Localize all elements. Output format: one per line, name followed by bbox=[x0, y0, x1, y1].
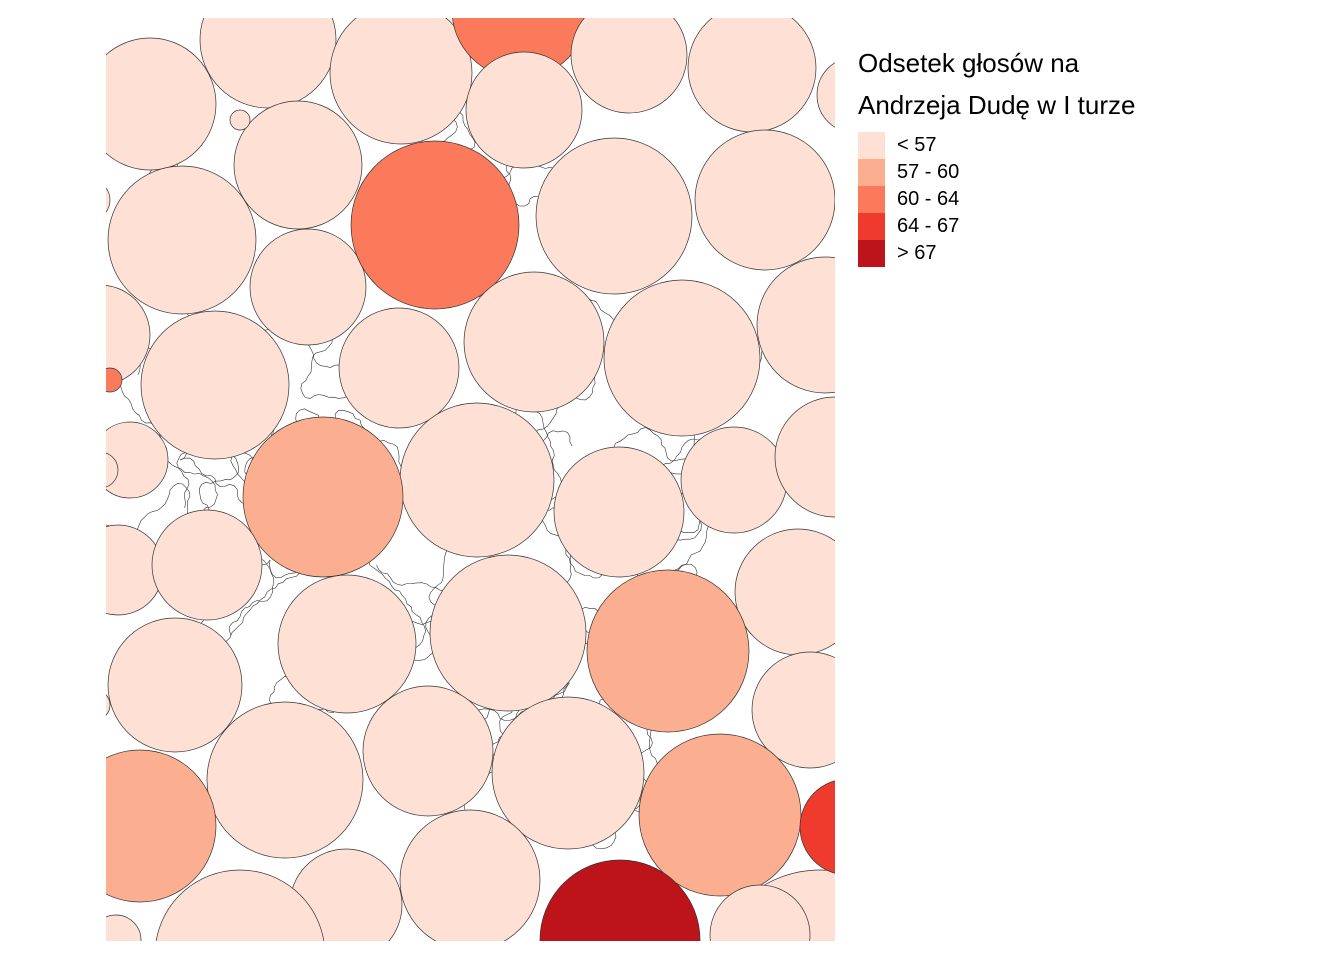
district-circle bbox=[155, 869, 325, 941]
legend-items: < 57 57 - 60 60 - 64 64 - 67 > 67 bbox=[858, 132, 1135, 267]
legend-title-line1: Odsetek głosów na bbox=[858, 48, 1080, 78]
district-circle bbox=[106, 749, 217, 903]
legend-label: 60 - 64 bbox=[897, 188, 960, 210]
district-circle bbox=[106, 37, 217, 171]
legend-swatch bbox=[858, 159, 885, 186]
district-circle bbox=[603, 279, 761, 437]
district-circle bbox=[756, 256, 835, 394]
district-circle bbox=[553, 446, 685, 578]
legend: Odsetek głosów na Andrzeja Dudę w I turz… bbox=[858, 42, 1135, 267]
legend-label: 64 - 67 bbox=[897, 215, 960, 237]
legend-item: < 57 bbox=[858, 132, 1135, 159]
district-circle bbox=[586, 569, 750, 733]
legend-swatch bbox=[858, 213, 885, 240]
legend-item: 57 - 60 bbox=[858, 159, 1135, 186]
district-circle bbox=[106, 524, 164, 616]
district-circle bbox=[249, 228, 367, 346]
district-circle bbox=[277, 574, 417, 714]
legend-item: > 67 bbox=[858, 240, 1135, 267]
legend-item: 60 - 64 bbox=[858, 186, 1135, 213]
legend-swatch bbox=[858, 186, 885, 213]
district-border bbox=[106, 483, 191, 533]
district-circles bbox=[55, 18, 960, 941]
district-circle bbox=[106, 694, 111, 716]
district-circle bbox=[570, 18, 688, 114]
district-circle bbox=[687, 18, 817, 133]
district-circle bbox=[399, 809, 541, 941]
district-circle bbox=[242, 416, 404, 578]
district-circle bbox=[107, 617, 243, 753]
district-circle bbox=[799, 780, 835, 874]
district-circle bbox=[816, 62, 835, 128]
district-circle bbox=[106, 421, 169, 499]
legend-label: > 67 bbox=[897, 242, 937, 264]
map-panel bbox=[55, 18, 960, 941]
district-circle bbox=[680, 426, 788, 534]
district-circle bbox=[535, 137, 693, 295]
district-circle bbox=[55, 795, 105, 845]
legend-label: 57 - 60 bbox=[897, 161, 960, 183]
legend-item: 64 - 67 bbox=[858, 213, 1135, 240]
district-circle bbox=[106, 452, 119, 488]
legend-label: < 57 bbox=[897, 134, 937, 156]
district-circle bbox=[463, 271, 605, 413]
district-circle bbox=[709, 884, 811, 941]
district-circle bbox=[106, 367, 123, 393]
district-circle bbox=[774, 396, 835, 518]
district-circle bbox=[429, 554, 587, 712]
legend-swatch bbox=[858, 240, 885, 267]
district-circle bbox=[106, 187, 111, 213]
district-circle bbox=[140, 310, 290, 460]
district-circle bbox=[106, 285, 151, 385]
district-circle bbox=[751, 651, 835, 769]
district-circle bbox=[362, 685, 494, 817]
district-circle bbox=[491, 696, 645, 850]
district-circle bbox=[399, 402, 555, 558]
district-circle bbox=[694, 129, 835, 271]
district-circle bbox=[350, 140, 520, 310]
district-circle bbox=[638, 733, 802, 897]
district-circle bbox=[465, 51, 583, 169]
legend-swatch bbox=[858, 132, 885, 159]
legend-title-line2: Andrzeja Dudę w I turze bbox=[858, 90, 1136, 120]
district-circle bbox=[233, 100, 363, 230]
district-circle bbox=[151, 509, 263, 621]
district-circle bbox=[206, 701, 364, 859]
district-circle bbox=[734, 528, 835, 656]
district-circle bbox=[107, 165, 257, 315]
district-circle bbox=[229, 109, 251, 131]
district-circle bbox=[338, 307, 460, 429]
district-circle bbox=[840, 640, 960, 760]
district-circle bbox=[106, 914, 142, 941]
district-circle bbox=[199, 18, 337, 109]
district-circle bbox=[539, 859, 701, 941]
district-circle bbox=[329, 18, 473, 145]
